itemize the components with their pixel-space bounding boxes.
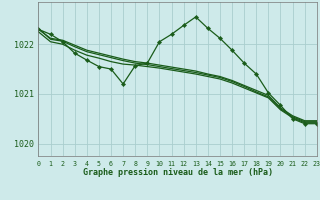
X-axis label: Graphe pression niveau de la mer (hPa): Graphe pression niveau de la mer (hPa) xyxy=(83,168,273,177)
